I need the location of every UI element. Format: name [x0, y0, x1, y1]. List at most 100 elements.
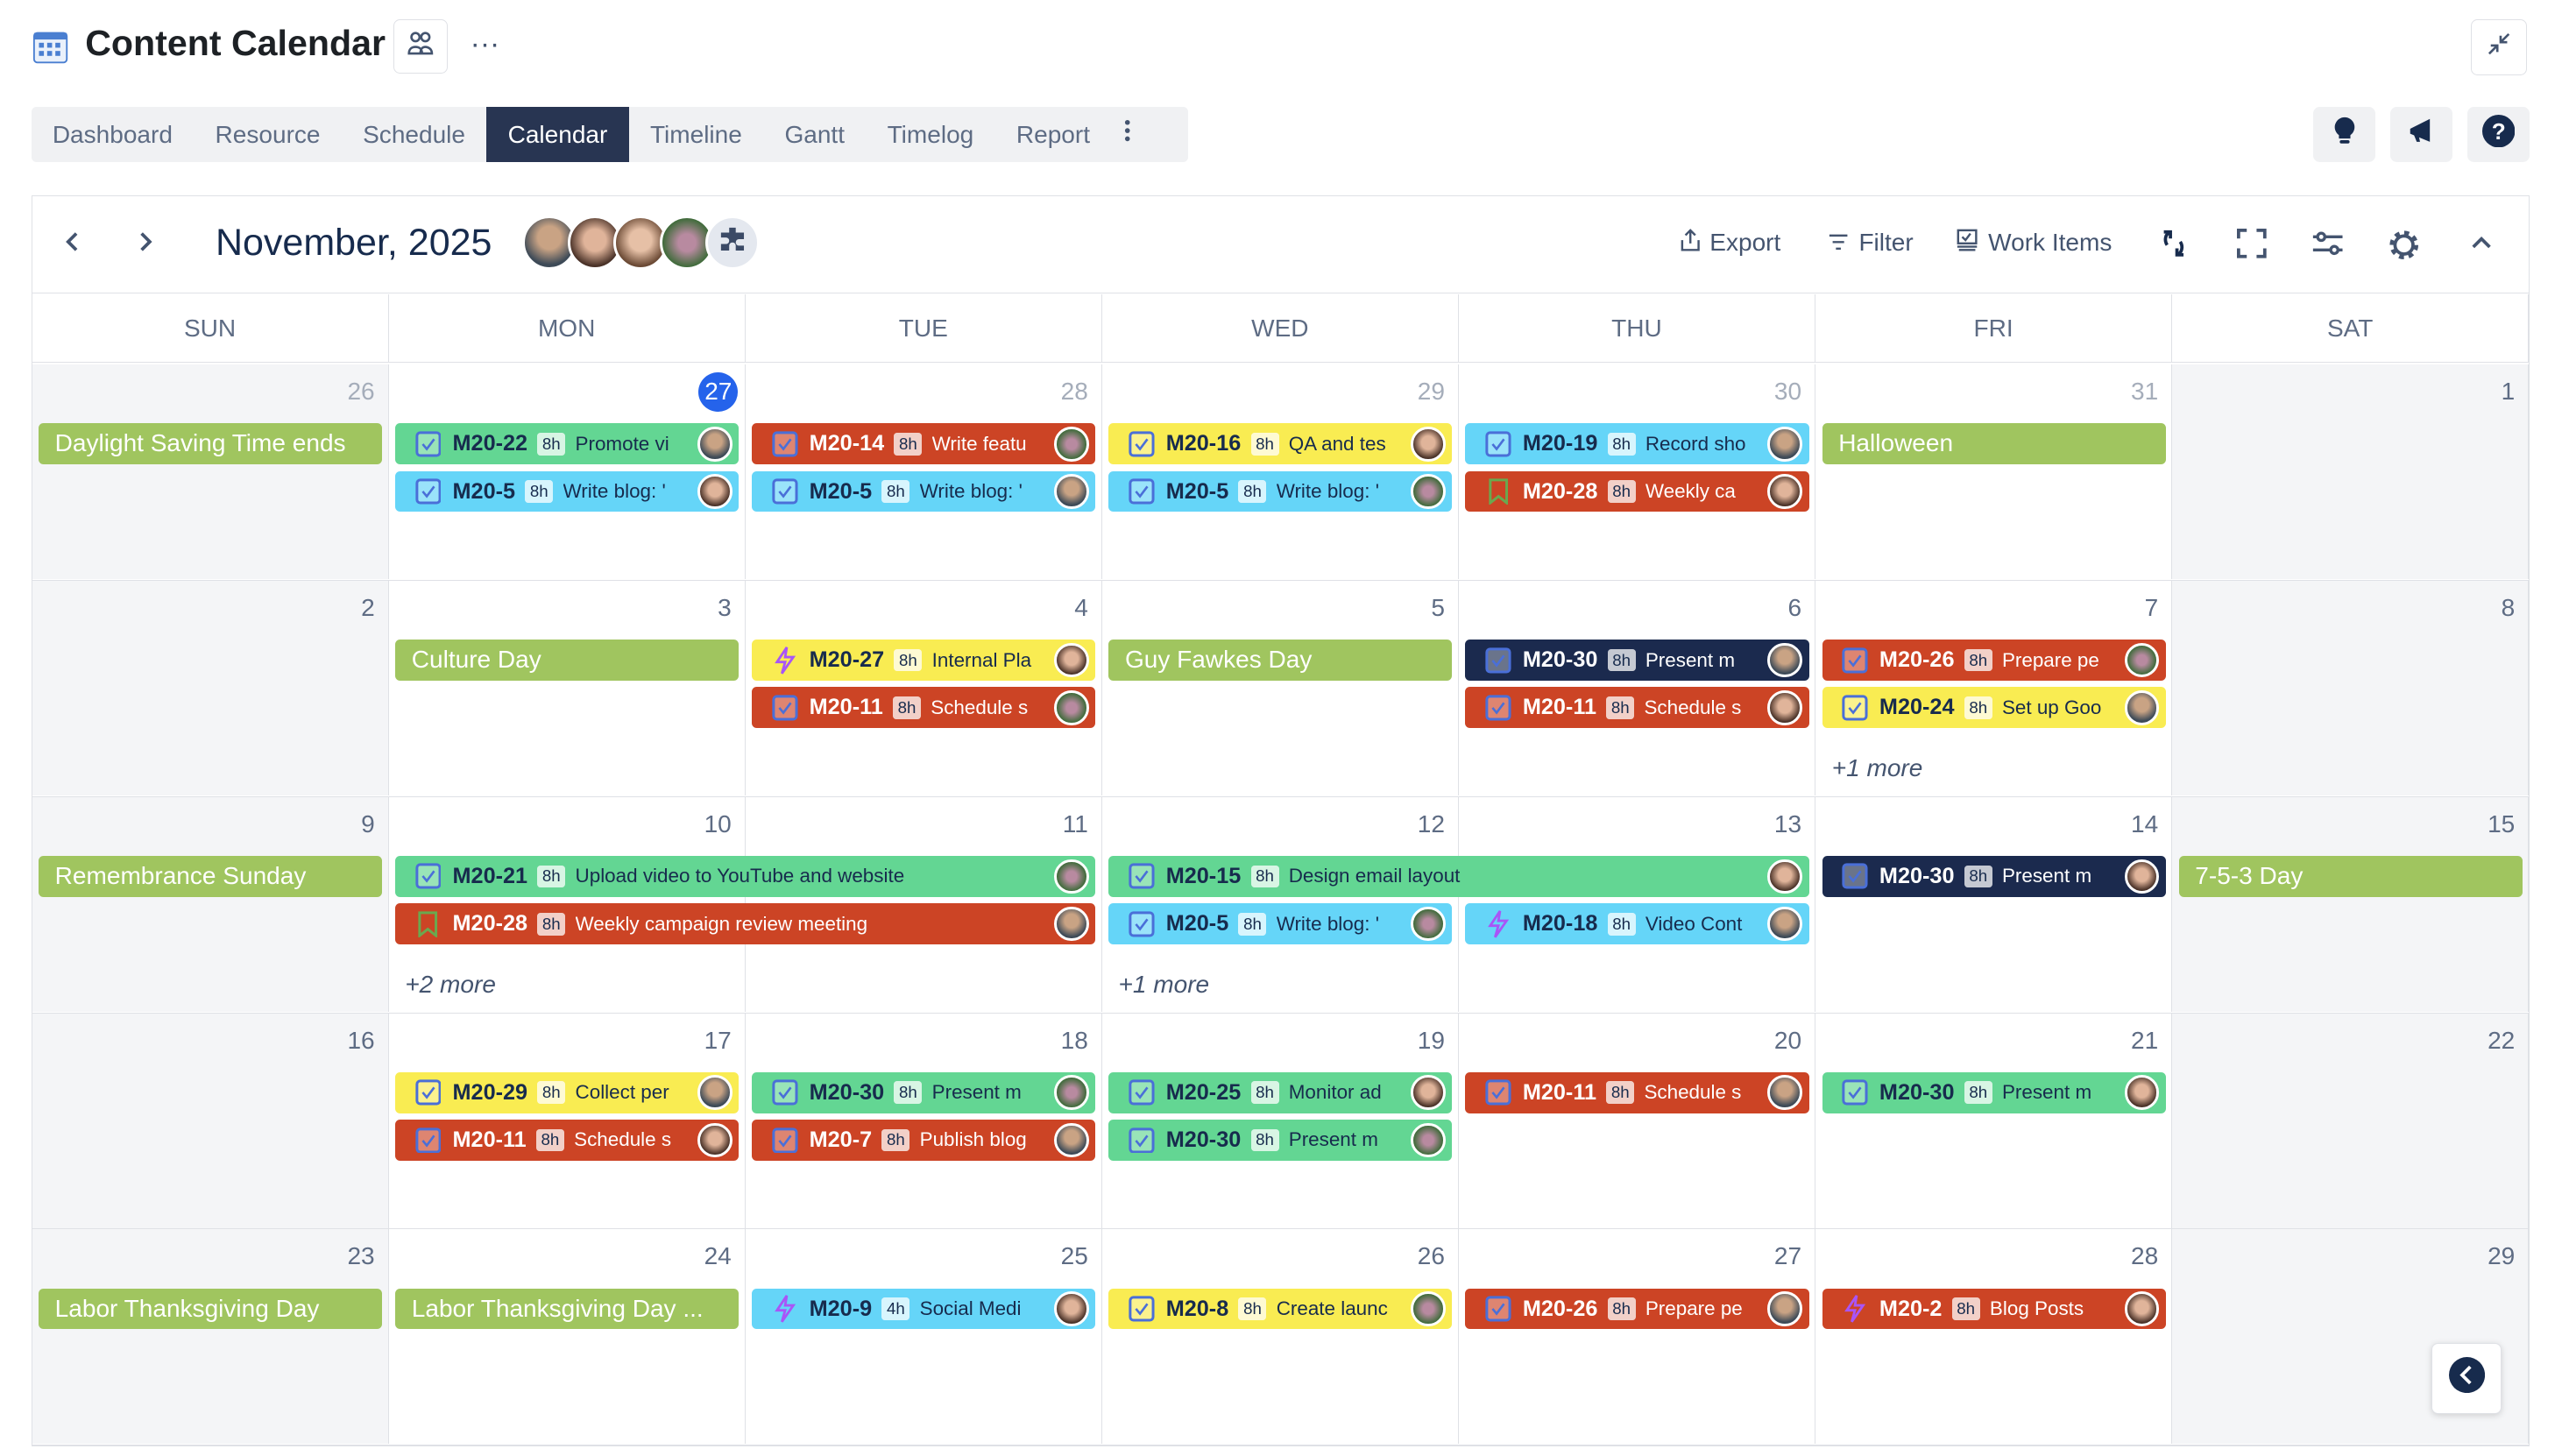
day-cell[interactable]: 8 — [2172, 580, 2530, 795]
day-cell[interactable]: 2 — [32, 580, 389, 795]
holiday-event[interactable]: Labor Thanksgiving Day — [38, 1288, 383, 1330]
day-cell[interactable]: 28 — [746, 364, 1102, 580]
team-button[interactable] — [393, 19, 448, 74]
ideas-button[interactable] — [2313, 106, 2376, 163]
day-cell[interactable]: 13 — [1459, 796, 1816, 1012]
work-item-event[interactable]: M20-28 8h Weekly ca — [1465, 470, 1809, 512]
day-cell[interactable]: 17 — [389, 1013, 746, 1228]
work-item-event[interactable]: M20-9 4h Social Medi — [752, 1288, 1096, 1330]
day-cell[interactable]: 14 — [1815, 796, 2173, 1012]
day-cell[interactable]: 20 — [1459, 1013, 1816, 1228]
work-item-event[interactable]: M20-21 8h Upload video to YouTube and webs… — [395, 856, 1096, 897]
day-cell[interactable]: 4 — [746, 580, 1102, 795]
day-cell[interactable]: 31 — [1815, 364, 2173, 580]
fullscreen-button[interactable] — [2237, 228, 2268, 265]
filter-button[interactable]: Filter — [1828, 229, 1914, 257]
work-item-event[interactable]: M20-16 8h QA and tes — [1108, 423, 1453, 465]
work-item-event[interactable]: M20-30 8h Present m — [1108, 1120, 1453, 1161]
day-cell[interactable]: 12 — [1102, 796, 1459, 1012]
work-item-event[interactable]: M20-25 8h Monitor ad — [1108, 1071, 1453, 1113]
day-cell[interactable]: 30 — [1459, 364, 1816, 580]
tab-timeline[interactable]: Timeline — [649, 120, 742, 148]
day-cell[interactable]: 15 — [2172, 796, 2530, 1012]
work-item-event[interactable]: M20-11 8h Schedule s — [752, 687, 1096, 729]
tab-dashboard[interactable]: Dashboard — [52, 120, 173, 148]
work-item-event[interactable]: M20-28 8h Weekly campaign review meeting — [395, 903, 1096, 945]
work-item-event[interactable]: M20-7 8h Publish blog — [752, 1120, 1096, 1161]
work-item-event[interactable]: M20-27 8h Internal Pla — [752, 640, 1096, 681]
prev-month-button[interactable] — [65, 229, 81, 263]
day-cell[interactable]: 25 — [746, 1229, 1102, 1445]
work-item-event[interactable]: M20-5 8h Write blog: ' — [395, 470, 740, 512]
day-cell[interactable]: 7 — [1815, 580, 2173, 795]
avatar[interactable] — [521, 215, 577, 271]
work-item-event[interactable]: M20-30 8h Present m — [752, 1071, 1096, 1113]
work-item-event[interactable]: M20-8 8h Create launc — [1108, 1288, 1453, 1330]
more-events-link[interactable]: +2 more — [405, 970, 496, 998]
work-item-event[interactable]: M20-22 8h Promote vi — [395, 423, 740, 465]
work-item-event[interactable]: M20-19 8h Record sho — [1465, 423, 1809, 465]
settings-button[interactable] — [2388, 229, 2420, 267]
day-cell[interactable]: 26 — [32, 364, 389, 580]
work-item-event[interactable]: M20-14 8h Write featu — [752, 423, 1096, 465]
work-item-event[interactable]: M20-11 8h Schedule s — [1465, 1071, 1809, 1113]
day-cell[interactable]: 26 — [1102, 1229, 1459, 1445]
day-cell[interactable]: 23 — [32, 1229, 389, 1445]
day-cell[interactable]: 5 — [1102, 580, 1459, 795]
holiday-event[interactable]: Culture Day — [395, 640, 740, 681]
side-panel-toggle-button[interactable] — [2431, 1343, 2502, 1414]
work-item-event[interactable]: M20-26 8h Prepare pe — [1822, 640, 2166, 681]
avatar[interactable] — [613, 215, 669, 271]
work-item-event[interactable]: M20-26 8h Prepare pe — [1465, 1288, 1809, 1330]
tab-gantt[interactable]: Gantt — [784, 120, 845, 148]
day-cell[interactable]: 28 — [1815, 1229, 2173, 1445]
more-actions-button[interactable]: ··· — [470, 27, 500, 60]
work-item-event[interactable]: M20-29 8h Collect per — [395, 1071, 740, 1113]
day-cell[interactable]: 1 — [2172, 364, 2530, 580]
tab-report[interactable]: Report — [1016, 120, 1090, 148]
holiday-event[interactable]: Labor Thanksgiving Day ... — [395, 1288, 740, 1330]
work-item-event[interactable]: M20-5 8h Write blog: ' — [752, 470, 1096, 512]
work-item-event[interactable]: M20-2 8h Blog Posts — [1822, 1288, 2166, 1330]
work-item-event[interactable]: M20-30 8h Present m — [1822, 1071, 2166, 1113]
day-cell[interactable]: 24 — [389, 1229, 746, 1445]
holiday-event[interactable]: Remembrance Sunday — [38, 856, 383, 897]
work-item-event[interactable]: M20-5 8h Write blog: ' — [1108, 470, 1453, 512]
tab-resource[interactable]: Resource — [215, 120, 321, 148]
day-cell[interactable]: 11 — [746, 796, 1102, 1012]
more-events-link[interactable]: +1 more — [1118, 970, 1210, 998]
tab-timelog[interactable]: Timelog — [887, 120, 974, 148]
day-cell[interactable]: 6 — [1459, 580, 1816, 795]
holiday-event[interactable]: Daylight Saving Time ends — [38, 423, 383, 465]
collapse-toolbar-button[interactable] — [2470, 229, 2493, 257]
day-cell[interactable]: 27 — [1459, 1229, 1816, 1445]
day-cell[interactable]: 27 — [389, 364, 746, 580]
display-settings-button[interactable] — [2311, 229, 2344, 265]
work-item-event[interactable]: M20-5 8h Write blog: ' — [1108, 903, 1453, 945]
next-month-button[interactable] — [137, 229, 153, 262]
avatar[interactable] — [705, 215, 761, 271]
day-cell[interactable]: 16 — [32, 1013, 389, 1228]
work-item-event[interactable]: M20-30 8h Present m — [1822, 856, 2166, 897]
export-button[interactable]: Export — [1681, 229, 1780, 258]
day-cell[interactable]: 9 — [32, 796, 389, 1012]
day-cell[interactable]: 19 — [1102, 1013, 1459, 1228]
tab-calendar[interactable]: Calendar — [486, 106, 629, 163]
work-item-event[interactable]: M20-30 8h Present m — [1465, 640, 1809, 681]
announcements-button[interactable] — [2390, 106, 2453, 163]
day-cell[interactable]: 21 — [1815, 1013, 2173, 1228]
holiday-event[interactable]: 7-5-3 Day — [2178, 856, 2523, 897]
day-cell[interactable]: 3 — [389, 580, 746, 795]
holiday-event[interactable]: Halloween — [1822, 423, 2166, 465]
work-item-event[interactable]: M20-24 8h Set up Goo — [1822, 687, 2166, 729]
more-events-link[interactable]: +1 more — [1831, 754, 1923, 782]
day-cell[interactable]: 29 — [1102, 364, 1459, 580]
work-items-button[interactable]: Work Items — [1956, 229, 2112, 258]
help-button[interactable]: ? — [2467, 106, 2530, 163]
minimize-button[interactable] — [2470, 19, 2527, 76]
day-cell[interactable]: 18 — [746, 1013, 1102, 1228]
work-item-event[interactable]: M20-11 8h Schedule s — [1465, 687, 1809, 729]
tabs-more-button[interactable] — [1111, 107, 1143, 163]
work-item-event[interactable]: M20-11 8h Schedule s — [395, 1120, 740, 1161]
day-cell[interactable]: 22 — [2172, 1013, 2530, 1228]
